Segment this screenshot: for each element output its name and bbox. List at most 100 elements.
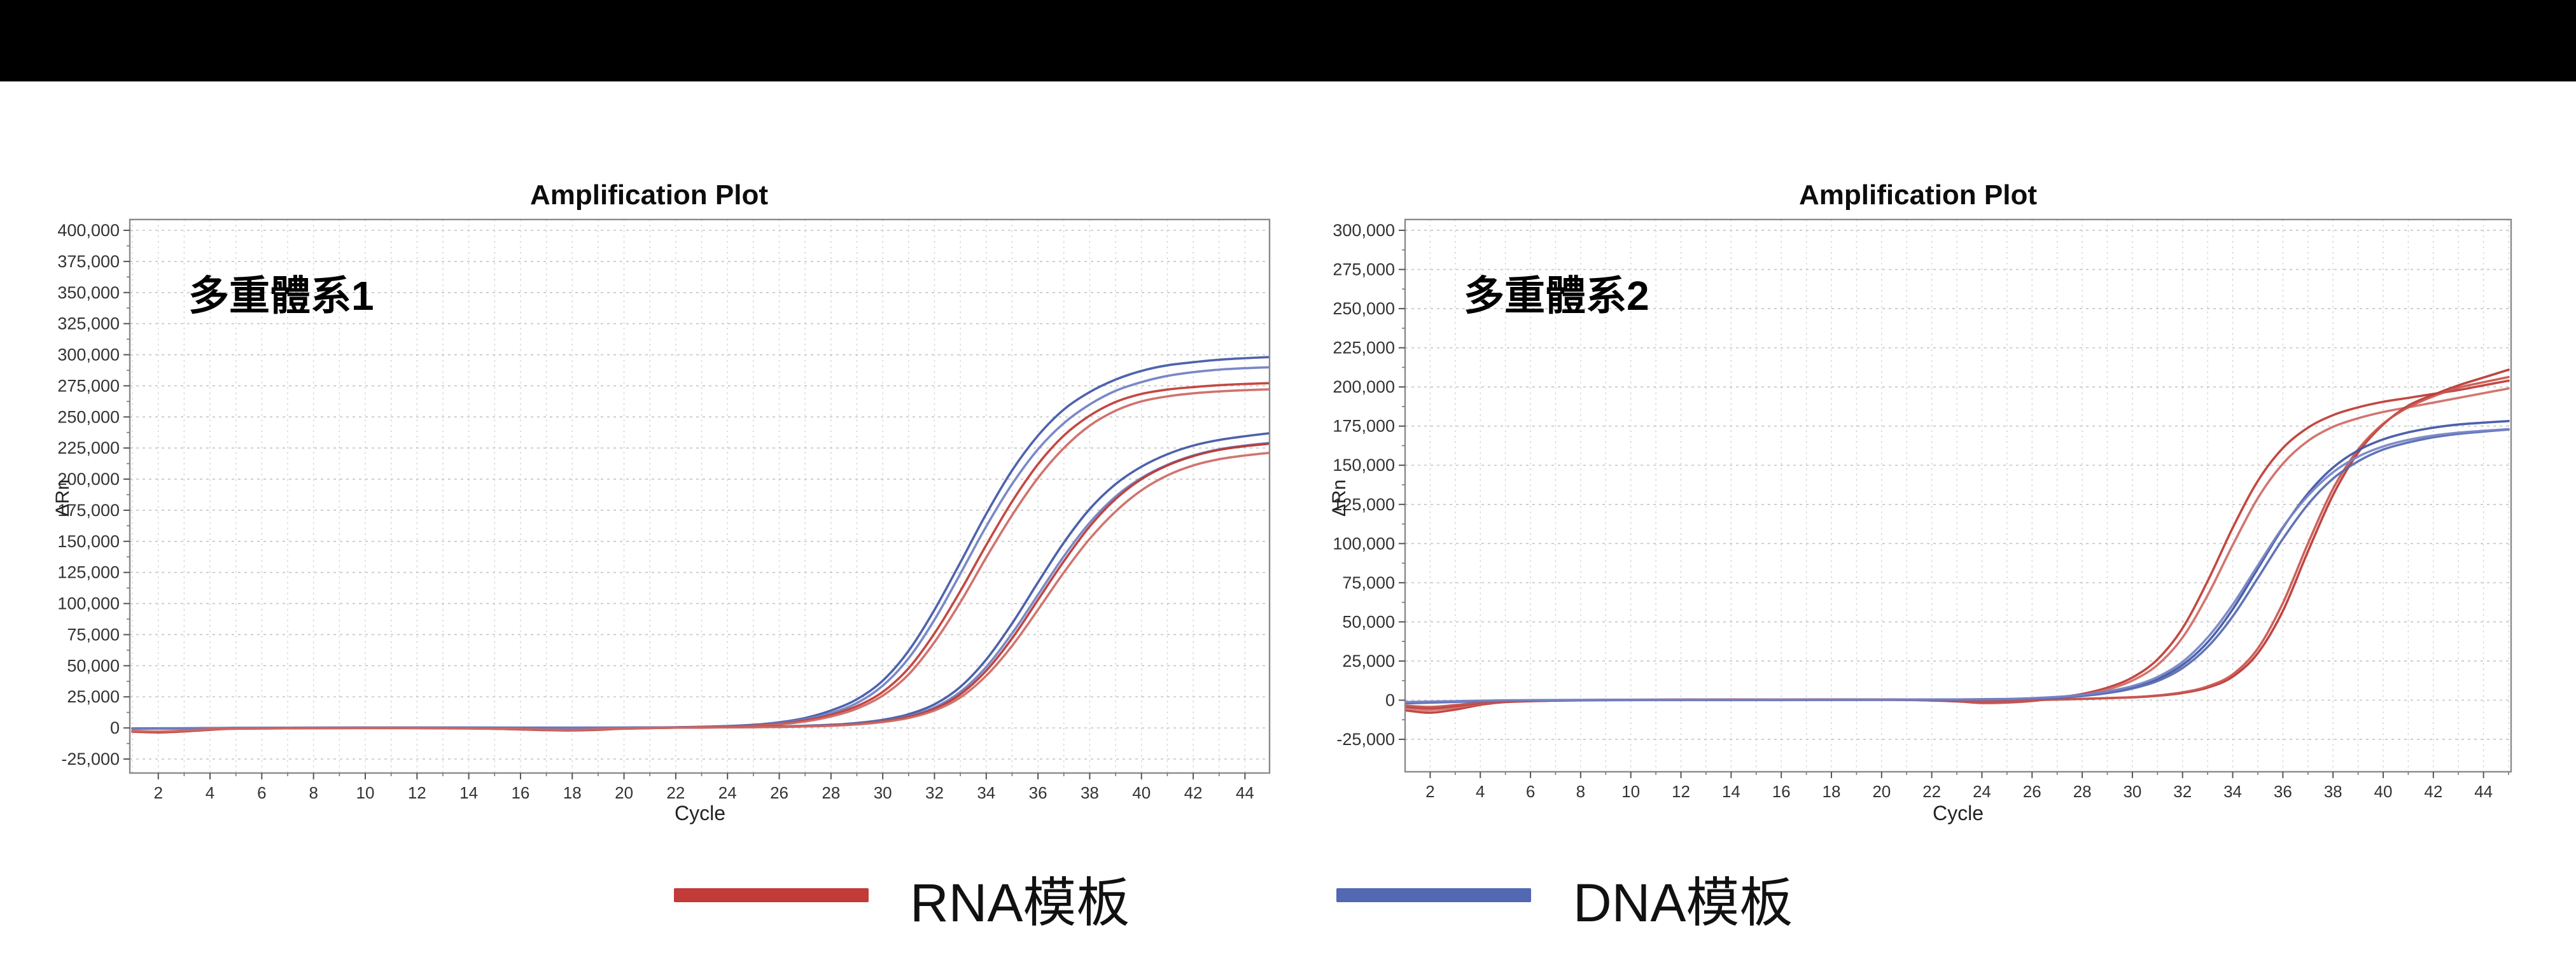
x-tick-label: 42 <box>2424 782 2442 801</box>
chart-1-series <box>1405 368 2510 715</box>
x-tick-label: 24 <box>1973 782 1991 801</box>
chart-1-plot: 300,000275,000250,000225,000200,000175,0… <box>1333 218 2512 801</box>
y-tick-label: 0 <box>1385 690 1395 709</box>
x-tick-label: 4 <box>1476 782 1485 801</box>
y-tick-label: 225,000 <box>57 438 120 457</box>
y-tick-label: 300,000 <box>57 345 120 365</box>
x-tick-label: 22 <box>666 783 685 802</box>
plot-border <box>129 218 1271 774</box>
series-DNA模板-rep3 <box>1405 428 2510 704</box>
x-tick-label: 34 <box>977 783 995 802</box>
x-tick-label: 10 <box>356 783 375 802</box>
x-tick-label: 28 <box>2073 782 2092 801</box>
y-tick-label: 200,000 <box>57 470 120 489</box>
y-tick-label: 25,000 <box>1342 652 1395 671</box>
x-tick-label: 38 <box>2324 782 2342 801</box>
x-tick-label: 34 <box>2223 782 2242 801</box>
y-tick-label: -25,000 <box>1336 730 1395 749</box>
y-tick-label: 200,000 <box>1333 377 1395 396</box>
right-y-axis-title: ΔRn <box>1329 479 1350 517</box>
left-x-axis-title: Cycle <box>674 802 726 825</box>
y-tick-label: 300,000 <box>1333 221 1395 240</box>
y-tick-label: 150,000 <box>1333 456 1395 475</box>
y-tick-label: 125,000 <box>1333 495 1395 514</box>
y-tick-label: 50,000 <box>67 656 120 675</box>
y-tick-label: 50,000 <box>1342 612 1395 631</box>
y-tick-label: 250,000 <box>57 407 120 426</box>
x-tick-label: 14 <box>1722 782 1740 801</box>
y-tick-label: 100,000 <box>57 594 120 613</box>
y-tick-label: 150,000 <box>57 532 120 551</box>
y-tick-label: 400,000 <box>57 221 120 240</box>
x-tick-label: 20 <box>1872 782 1891 801</box>
plot-background <box>1405 220 2511 772</box>
x-tick-label: 38 <box>1081 783 1099 802</box>
x-tick-label: 10 <box>1621 782 1640 801</box>
x-tick-label: 24 <box>718 783 737 802</box>
x-tick-label: 16 <box>1772 782 1791 801</box>
x-tick-label: 14 <box>459 783 478 802</box>
x-tick-label: 42 <box>1184 783 1203 802</box>
y-tick-label: 250,000 <box>1333 299 1395 318</box>
y-tick-label: 75,000 <box>1342 573 1395 592</box>
legend-dna-color-swatch <box>1336 888 1531 902</box>
x-tick-label: 28 <box>822 783 840 802</box>
x-tick-label: 2 <box>153 783 162 802</box>
y-tick-label: 275,000 <box>1333 260 1395 279</box>
y-tick-label: 25,000 <box>67 687 120 706</box>
x-tick-label: 26 <box>770 783 788 802</box>
x-tick-label: 30 <box>2123 782 2141 801</box>
x-tick-label: 6 <box>257 783 266 802</box>
x-tick-label: 36 <box>2274 782 2292 801</box>
x-tick-label: 8 <box>1576 782 1585 801</box>
x-tick-label: 32 <box>2173 782 2192 801</box>
x-tick-label: 12 <box>1672 782 1690 801</box>
x-tick-label: 36 <box>1029 783 1047 802</box>
x-tick-label: 30 <box>874 783 892 802</box>
right-chart-annotation: 多重體系2 <box>1464 273 1649 319</box>
chart-0-plot: 400,000375,000350,000325,000300,000275,0… <box>57 218 1271 802</box>
left-chart-annotation: 多重體系1 <box>188 273 374 319</box>
top-black-banner <box>0 0 2576 81</box>
x-tick-label: 4 <box>206 783 214 802</box>
chart-0-series <box>131 356 1270 734</box>
y-tick-label: 375,000 <box>57 252 120 271</box>
right-chart-title: Amplification Plot <box>1799 179 2037 211</box>
x-tick-label: 44 <box>1236 783 1254 802</box>
x-tick-label: 18 <box>563 783 582 802</box>
x-tick-label: 6 <box>1526 782 1535 801</box>
x-tick-label: 20 <box>615 783 633 802</box>
right-x-axis-title: Cycle <box>1932 802 1984 825</box>
series-RNA模板-group2-rep2 <box>131 451 1270 733</box>
x-tick-label: 44 <box>2474 782 2493 801</box>
y-tick-label: 75,000 <box>67 625 120 644</box>
y-tick-label: 0 <box>110 718 120 737</box>
x-tick-label: 22 <box>1922 782 1941 801</box>
x-tick-label: 18 <box>1823 782 1841 801</box>
x-tick-label: 12 <box>408 783 426 802</box>
x-tick-label: 40 <box>2374 782 2393 801</box>
plot-background <box>130 220 1270 773</box>
x-tick-label: 2 <box>1425 782 1434 801</box>
y-tick-label: 100,000 <box>1333 534 1395 553</box>
legend-rna-label: RNA模板 <box>910 873 1130 933</box>
plot-border <box>1404 218 2512 773</box>
y-tick-label: -25,000 <box>61 749 120 769</box>
legend-rna-color-swatch <box>674 888 869 902</box>
y-tick-label: 350,000 <box>57 283 120 302</box>
x-tick-label: 16 <box>511 783 529 802</box>
left-y-axis-title: ΔRn <box>52 479 73 517</box>
legend-dna-label: DNA模板 <box>1573 873 1793 933</box>
y-tick-label: 125,000 <box>57 563 120 582</box>
x-tick-label: 26 <box>2023 782 2041 801</box>
y-tick-label: 175,000 <box>57 501 120 520</box>
y-tick-label: 325,000 <box>57 314 120 333</box>
x-tick-label: 32 <box>925 783 944 802</box>
y-tick-label: 225,000 <box>1333 338 1395 358</box>
y-tick-label: 175,000 <box>1333 417 1395 436</box>
left-chart-title: Amplification Plot <box>530 179 768 211</box>
y-tick-label: 275,000 <box>57 376 120 395</box>
x-tick-label: 8 <box>309 783 318 802</box>
